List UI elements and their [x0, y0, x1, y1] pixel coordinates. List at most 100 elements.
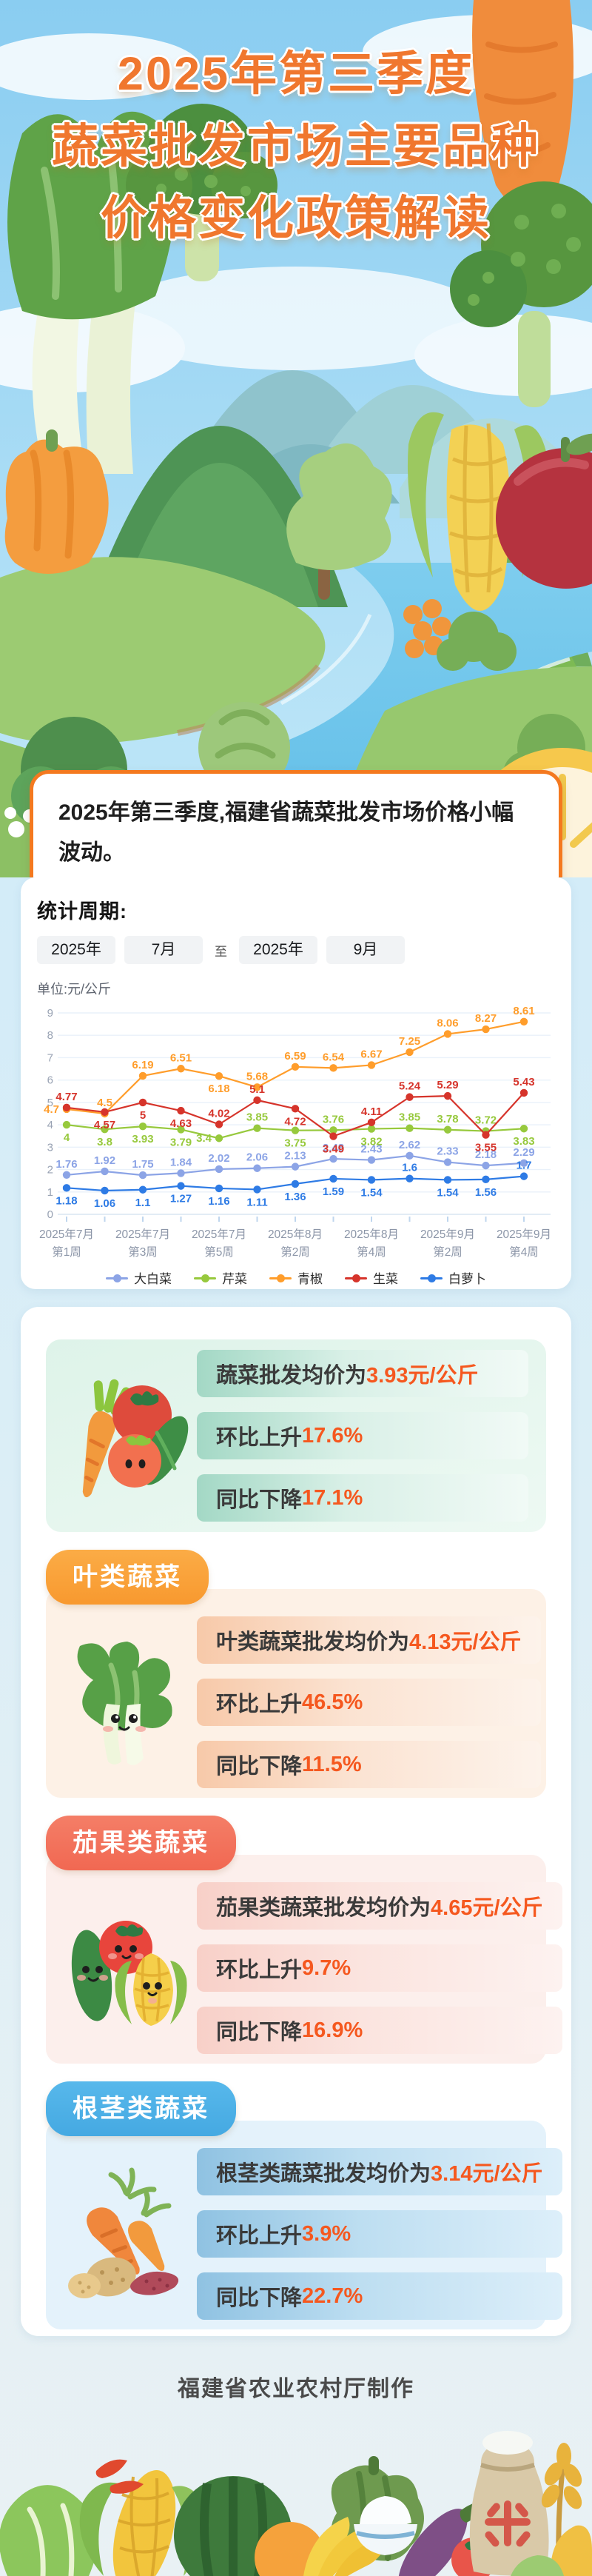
svg-text:1.6: 1.6 [402, 1162, 417, 1174]
svg-text:3.93: 3.93 [132, 1133, 153, 1145]
svg-text:5: 5 [140, 1109, 146, 1122]
svg-text:2.02: 2.02 [208, 1152, 229, 1165]
svg-text:5.43: 5.43 [513, 1076, 534, 1088]
stat-row-mom-change: 环比上升 17.6% [197, 1412, 528, 1459]
footer-vegetables-illustration [0, 2431, 592, 2576]
svg-text:2.06: 2.06 [246, 1151, 268, 1164]
svg-text:3.4: 3.4 [196, 1132, 212, 1145]
root-vegetables-card: 根茎类蔬菜批发均价为 3.14元/公斤 环比上升 3.9% 同比下降 22.7% [46, 2121, 562, 2329]
hero-header: 2025年第三季度 蔬菜批发市场主要品种 价格变化政策解读 2025年第三季度,… [0, 0, 592, 877]
page-title-line-2: 蔬菜批发市场主要品种 [52, 120, 540, 173]
legend-item-大白菜[interactable]: 大白菜 [106, 1268, 172, 1287]
page-title: 2025年第三季度 蔬菜批发市场主要品种 价格变化政策解读 [0, 39, 592, 255]
stat-row-mom-change: 环比上升 46.5% [197, 1679, 541, 1726]
svg-text:2.48: 2.48 [323, 1142, 344, 1154]
svg-text:6.19: 6.19 [132, 1059, 153, 1071]
rice-sack-icon [469, 2431, 549, 2576]
intro-box: 2025年第三季度,福建省蔬菜批发市场价格小幅波动。 [30, 770, 562, 877]
broccoli-icon [126, 104, 278, 281]
stat-row-average-price: 叶类蔬菜批发均价为 4.13元/公斤 [197, 1616, 541, 1664]
svg-text:1: 1 [47, 1186, 53, 1199]
svg-text:2: 2 [47, 1164, 53, 1177]
svg-text:1.06: 1.06 [94, 1197, 115, 1210]
stats-period-label: 统计周期: [37, 900, 127, 923]
price-line-chart: 0 1 2 3 4 5 6 7 8 9 2025年7月第1周 2025年7月第3周 2025年7月第5周… [37, 1003, 555, 1268]
legend-marker-icon [269, 1274, 292, 1282]
legend-item-白萝卜[interactable]: 白萝卜 [420, 1268, 486, 1287]
summary-rows: 蔬菜批发均价为 3.93元/公斤 环比上升 17.6% 同比下降 17.1% [197, 1350, 528, 1522]
svg-text:3.85: 3.85 [399, 1111, 420, 1124]
legend-label: 白萝卜 [448, 1272, 486, 1286]
svg-text:1.27: 1.27 [170, 1193, 192, 1205]
svg-text:4.02: 4.02 [208, 1108, 229, 1120]
leaf-rows: 叶类蔬菜批发均价为 4.13元/公斤 环比上升 46.5% 同比下降 11.5% [197, 1616, 541, 1788]
intro-text: 2025年第三季度,福建省蔬菜批发市场价格小幅波动。 [58, 800, 514, 865]
svg-text:1.56: 1.56 [475, 1186, 497, 1199]
svg-text:8: 8 [47, 1029, 53, 1042]
big-broccoli-icon [450, 181, 592, 407]
stat-row-yoy-change: 同比下降 16.9% [197, 2007, 562, 2054]
chili-icon [95, 2459, 144, 2494]
legend-marker-icon [420, 1274, 443, 1282]
svg-text:2025年7月第3周: 2025年7月第3周 [115, 1228, 170, 1259]
svg-text:4: 4 [64, 1131, 70, 1144]
series-白萝卜: 1.18 1.06 1.1 1.27 1.16 1.11 1.36 1.59 1.54 1.6 1.… [56, 1160, 531, 1210]
svg-text:5: 5 [47, 1097, 53, 1109]
cards-container: 蔬菜批发均价为 3.93元/公斤 环比上升 17.6% 同比下降 17.1% 叶类蔬菜 [21, 1307, 571, 2336]
svg-text:1.59: 1.59 [323, 1185, 344, 1198]
stat-row-mom-change: 环比上升 3.9% [197, 2210, 562, 2258]
footer: 福建省农业农村厅制作 [0, 2370, 592, 2576]
end-year-select[interactable]: 2025年 [239, 936, 317, 964]
wheat-icon [541, 2443, 582, 2576]
svg-text:2025年7月第1周: 2025年7月第1周 [39, 1228, 94, 1259]
series-芹菜: 4 3.8 3.93 3.79 3.4 3.85 3.75 3.76 3.82 3.85 3.78 3… [62, 1111, 535, 1150]
series-大白菜: 1.76 1.92 1.75 1.84 2.02 2.06 2.13 2.48 2.43 2.62… [56, 1139, 535, 1180]
svg-text:4.11: 4.11 [361, 1105, 382, 1118]
legend-marker-icon [194, 1274, 216, 1282]
category-badge-fruit: 茄果类蔬菜 [46, 1816, 236, 1870]
svg-text:1.36: 1.36 [284, 1191, 306, 1203]
svg-text:3.85: 3.85 [246, 1111, 268, 1124]
svg-text:3.55: 3.55 [475, 1142, 497, 1154]
svg-text:2.43: 2.43 [360, 1143, 382, 1156]
legend-item-生菜[interactable]: 生菜 [345, 1268, 398, 1287]
period-selector-row: 2025年 7月 至 2025年 9月 [37, 936, 555, 964]
svg-text:4.63: 4.63 [170, 1117, 192, 1130]
category-badge-root: 根茎类蔬菜 [46, 2081, 236, 2136]
summary-card: 蔬菜批发均价为 3.93元/公斤 环比上升 17.6% 同比下降 17.1% [46, 1339, 546, 1532]
series-生菜: 4.77 4.57 5 4.63 4.02 5.1 4.72 3.49 4.11 5.24 5.29… [56, 1076, 534, 1156]
svg-text:3.79: 3.79 [170, 1136, 192, 1148]
svg-text:1.11: 1.11 [246, 1196, 267, 1208]
svg-text:1.92: 1.92 [94, 1154, 115, 1167]
svg-text:6: 6 [47, 1074, 53, 1087]
svg-text:6.18: 6.18 [208, 1083, 229, 1095]
fruit-rows: 茄果类蔬菜批发均价为 4.65元/公斤 环比上升 9.7% 同比下降 16.9% [197, 1882, 562, 2054]
series-青椒: 4.7 4.5 6.19 6.51 6.18 5.68 6.59 6.54 6.67 7.25 8.… [44, 1005, 535, 1118]
napa-cabbage-icon [0, 2485, 98, 2576]
legend-item-青椒[interactable]: 青椒 [269, 1268, 323, 1287]
end-month-select[interactable]: 9月 [326, 936, 405, 964]
svg-text:4.57: 4.57 [94, 1119, 115, 1131]
legend-item-芹菜[interactable]: 芹菜 [194, 1268, 247, 1287]
orange-pepper-icon [4, 429, 109, 574]
stat-row-yoy-change: 同比下降 17.1% [197, 1474, 528, 1522]
start-year-select[interactable]: 2025年 [37, 936, 115, 964]
price-line-chart-svg: 01234567892025年7月第1周2025年7月第3周2025年7月第5周… [39, 1005, 551, 1259]
svg-text:2025年9月第2周: 2025年9月第2周 [420, 1228, 475, 1259]
page-title-line-1: 2025年第三季度 [117, 48, 475, 100]
svg-text:2.62: 2.62 [399, 1139, 420, 1151]
svg-text:5.24: 5.24 [399, 1080, 421, 1093]
rice-character-icon [485, 2500, 531, 2547]
legend-label: 芹菜 [222, 1272, 247, 1286]
svg-text:3.76: 3.76 [323, 1113, 344, 1125]
svg-text:3.78: 3.78 [437, 1113, 458, 1125]
svg-text:3.82: 3.82 [360, 1136, 382, 1148]
legend-marker-icon [345, 1274, 367, 1282]
svg-text:2025年7月第5周: 2025年7月第5周 [192, 1228, 246, 1259]
svg-text:1.7: 1.7 [517, 1160, 532, 1172]
svg-text:7: 7 [47, 1051, 53, 1064]
start-month-select[interactable]: 7月 [124, 936, 203, 964]
svg-text:7.25: 7.25 [399, 1035, 420, 1048]
svg-text:9: 9 [47, 1007, 53, 1020]
